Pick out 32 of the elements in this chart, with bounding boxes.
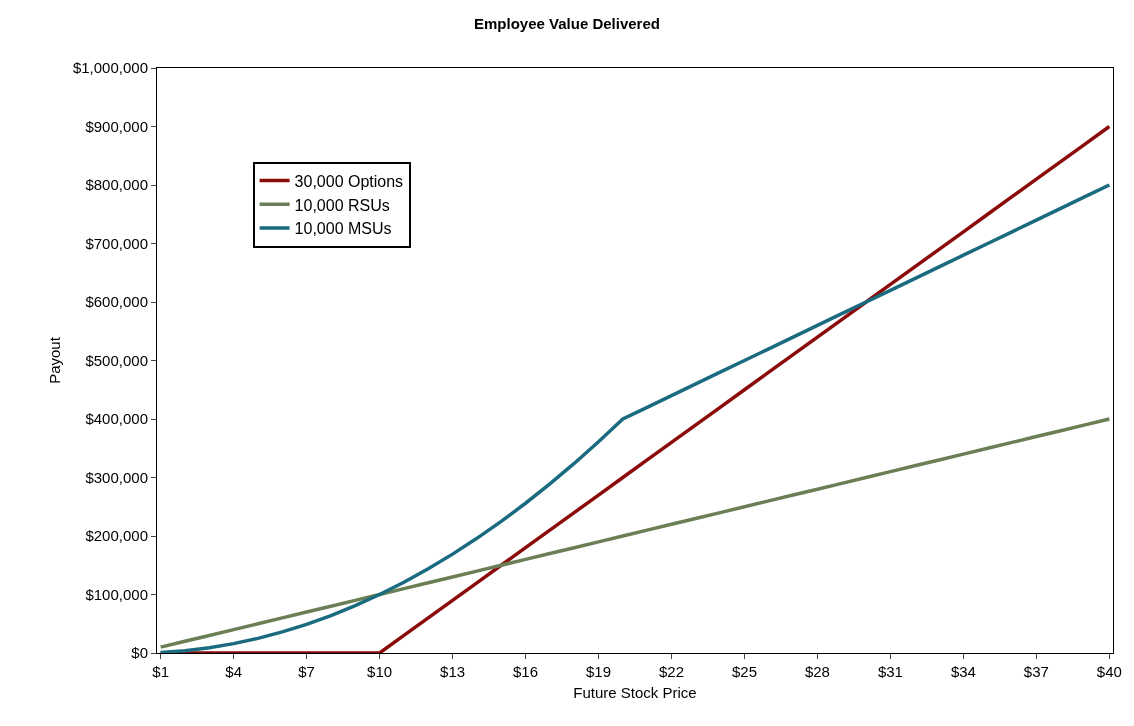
y-tick-label: $800,000 bbox=[85, 176, 148, 194]
x-tick-label: $4 bbox=[225, 663, 242, 680]
x-tick-label: $40 bbox=[1096, 663, 1122, 680]
y-axis-title: Payout bbox=[46, 336, 64, 384]
y-tick-label: $400,000 bbox=[85, 410, 148, 428]
x-tick-label: $34 bbox=[950, 663, 976, 680]
y-tick-label: $200,000 bbox=[85, 527, 148, 545]
x-tick-label: $22 bbox=[658, 663, 685, 680]
y-tick-label: $900,000 bbox=[85, 117, 148, 135]
y-tick-label: $1,000,000 bbox=[72, 59, 148, 77]
x-tick-label: $19 bbox=[585, 663, 612, 680]
x-tick-label: $16 bbox=[513, 663, 539, 680]
y-tick-label: $700,000 bbox=[85, 234, 148, 252]
x-tick-label: $7 bbox=[298, 663, 315, 680]
legend-label: 10,000 RSUs bbox=[294, 196, 390, 214]
x-tick-label: $28 bbox=[804, 663, 830, 680]
legend-label: 10,000 MSUs bbox=[294, 220, 392, 238]
chart-title: Employee Value Delivered bbox=[474, 14, 660, 32]
x-tick-label: $31 bbox=[877, 663, 903, 680]
y-tick-label: $600,000 bbox=[85, 293, 148, 311]
x-tick-label: $13 bbox=[440, 663, 466, 680]
y-tick-label: $500,000 bbox=[85, 351, 148, 369]
x-tick-label: $10 bbox=[367, 663, 393, 680]
line-series bbox=[158, 417, 1112, 649]
x-axis-title: Future Stock Price bbox=[573, 684, 697, 701]
x-tick-label: $1 bbox=[152, 663, 169, 680]
y-tick-label: $100,000 bbox=[85, 585, 148, 603]
y-tick-label: $300,000 bbox=[85, 468, 148, 486]
x-tick-label: $37 bbox=[1023, 663, 1049, 680]
y-tick-label: $0 bbox=[131, 644, 148, 662]
x-tick-label: $25 bbox=[731, 663, 757, 680]
legend-label: 30,000 Options bbox=[294, 172, 404, 190]
